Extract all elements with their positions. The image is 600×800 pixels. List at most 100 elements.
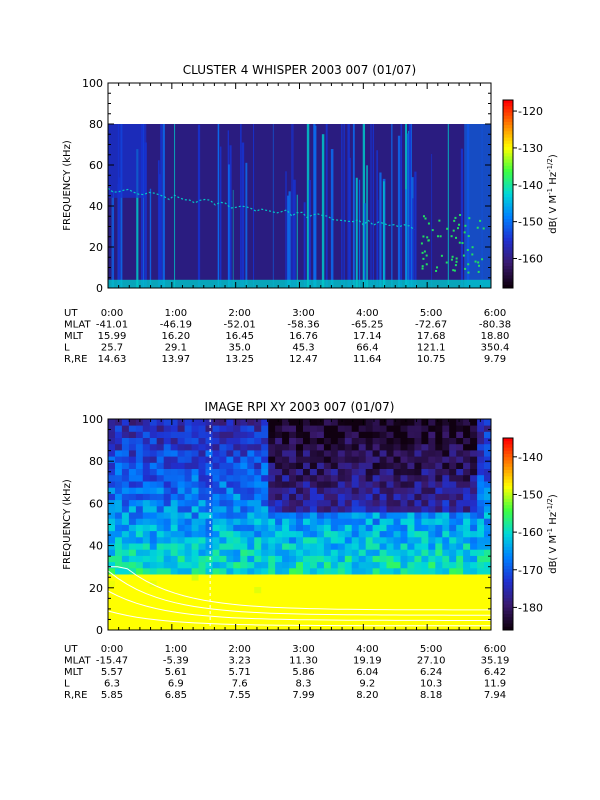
ephemeris-value: 17.14 [353, 331, 382, 342]
ephemeris-label: L [64, 679, 70, 690]
colorbar-tick-label: -150 [518, 216, 543, 229]
ephemeris-value: 29.1 [165, 343, 187, 354]
ephemeris-value: 35.0 [229, 343, 251, 354]
colorbar-label: dB( V M-1 Hz-1/2) [546, 494, 559, 574]
colorbar-segment [503, 450, 513, 455]
ephemeris-label: UT [64, 308, 78, 319]
colorbar-label-part: dB( V M [548, 535, 559, 574]
y-tick-label: 40 [89, 540, 103, 553]
y-tick-label: 20 [89, 582, 103, 595]
ephemeris-value: -52.01 [224, 320, 256, 331]
colorbar-segment [503, 228, 513, 233]
colorbar-segment [503, 614, 513, 618]
y-axis-label: FREQUENCY (kHz) [62, 140, 73, 231]
colorbar-segment [503, 604, 513, 609]
ephemeris-value: 35.19 [481, 656, 510, 667]
colorbar-segment [503, 153, 513, 157]
ephemeris-label: UT [64, 644, 78, 655]
ephemeris-value: 17.68 [417, 331, 446, 342]
ephemeris-value: 1:00 [165, 644, 187, 655]
ephemeris-value: 6.9 [168, 679, 184, 690]
colorbar-segment [503, 489, 513, 493]
colorbar-segment [503, 444, 513, 449]
ephemeris-value: 6.85 [165, 690, 187, 701]
colorbar-segment [503, 607, 513, 612]
ephemeris-value: 2:00 [228, 308, 250, 319]
colorbar-segment [503, 463, 513, 468]
colorbar-segment [503, 466, 513, 471]
ephemeris-value: 18.80 [481, 331, 510, 342]
ephemeris-value: 13.97 [162, 354, 191, 365]
ephemeris-label: R,RE [64, 690, 87, 701]
ephemeris-value: -46.19 [160, 320, 192, 331]
ephemeris-value: 6.24 [420, 667, 442, 678]
colorbar-segment [503, 184, 513, 189]
colorbar-segment [503, 278, 513, 283]
ephemeris-value: 3:00 [292, 308, 314, 319]
ephemeris-value: 14.63 [98, 354, 127, 365]
colorbar-segment [503, 534, 513, 538]
ephemeris-value: 1:00 [165, 308, 187, 319]
y-tick-label: 0 [96, 624, 103, 637]
colorbar-segment [503, 106, 513, 110]
plasma-line [107, 187, 415, 231]
colorbar-segment [503, 492, 513, 497]
colorbar-segment [503, 457, 513, 461]
colorbar-segment [503, 447, 513, 452]
colorbar-segment [503, 594, 513, 599]
colorbar-segment [503, 511, 513, 516]
ephemeris-value: 0:00 [101, 308, 123, 319]
ephemeris-value: 5.85 [101, 690, 123, 701]
colorbar-segment [503, 115, 513, 120]
colorbar-segment [503, 234, 513, 239]
colorbar-segment [503, 197, 513, 201]
colorbar-segment [503, 215, 513, 220]
colorbar-segment [503, 175, 513, 179]
colorbar-label-part: ) [548, 494, 559, 498]
ephemeris-value: 6:00 [484, 308, 506, 319]
x-axis [107, 83, 492, 288]
colorbar-tick-label: -140 [518, 179, 543, 192]
ephemeris-table: UT 0:00 1:00 2:00 3:00 4:00 5:00 6:00 MLAT -15.47… [64, 644, 509, 701]
colorbar-label-part: -1 [546, 528, 554, 535]
ephemeris-value: 66.4 [356, 343, 378, 354]
colorbar-segment [503, 473, 513, 477]
colorbar-label-part: Hz [548, 512, 559, 528]
ephemeris-value: 121.1 [417, 343, 446, 354]
colorbar-segment [503, 470, 513, 474]
colorbar-label-part: ) [548, 154, 559, 158]
ephemeris-value: 7.94 [484, 690, 506, 701]
colorbar-segment [503, 460, 513, 465]
ephemeris-value: 11.64 [353, 354, 382, 365]
colorbar-segment [503, 438, 513, 442]
colorbar-segment [503, 623, 513, 628]
colorbar-segment [503, 247, 513, 251]
ephemeris-value: 8.20 [356, 690, 378, 701]
colorbar-segment [503, 225, 513, 229]
colorbar-segment [503, 244, 513, 248]
ephemeris-value: -72.67 [415, 320, 447, 331]
colorbar-segment [503, 518, 513, 522]
colorbar-segment [503, 194, 513, 198]
colorbar-segment [503, 219, 513, 223]
colorbar-segment [503, 476, 513, 481]
colorbar-segment [503, 168, 513, 173]
background-cells [108, 124, 491, 288]
colorbar-segment [503, 610, 513, 615]
y-axis: 0 20 40 60 80 100 FREQUENCY (kHz) [62, 413, 491, 637]
x-axis [107, 419, 492, 630]
y-axis: 0 20 40 60 80 100 FREQUENCY (kHz) [62, 77, 491, 295]
colorbar-segment [503, 178, 513, 182]
ephemeris-value: 4:00 [356, 308, 378, 319]
ephemeris-value: 350.4 [481, 343, 510, 354]
ephemeris-value: -5.39 [163, 656, 189, 667]
colorbar-tick-label: -160 [518, 253, 543, 266]
colorbar-segment [503, 125, 513, 129]
ephemeris-label: MLAT [64, 656, 91, 667]
ephemeris-value: -65.25 [351, 320, 383, 331]
ephemeris-value: -80.38 [479, 320, 511, 331]
ephemeris-value: 7.6 [232, 679, 248, 690]
ephemeris-value: 2:00 [228, 644, 250, 655]
colorbar-segment [503, 582, 513, 586]
spectrogram-image [107, 419, 492, 631]
